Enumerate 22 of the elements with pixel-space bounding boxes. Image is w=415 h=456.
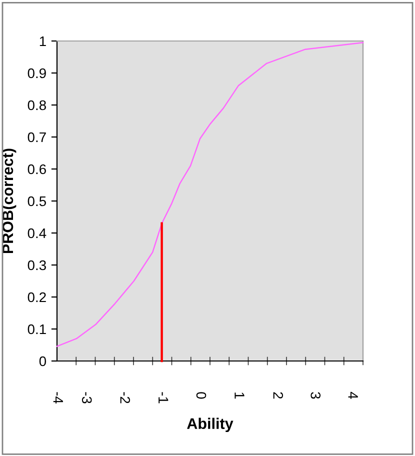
x-tick-label: -1 bbox=[158, 392, 168, 404]
y-axis-title: PROB(correct) bbox=[2, 148, 16, 254]
y-tick-label: 0 bbox=[39, 356, 46, 366]
y-tick-label: 0.4 bbox=[28, 228, 46, 238]
x-tick-label: -4 bbox=[53, 392, 63, 404]
x-axis-title: Ability bbox=[187, 418, 234, 432]
y-tick-label: 0.8 bbox=[28, 100, 46, 110]
y-tick-label: 0.2 bbox=[28, 292, 46, 302]
x-tick-label: 4 bbox=[348, 392, 358, 399]
y-tick-label: 1 bbox=[40, 36, 46, 46]
y-tick-label: 0.6 bbox=[28, 164, 46, 174]
y-tick-label: 0.9 bbox=[28, 68, 46, 78]
x-tick-label: 1 bbox=[234, 392, 244, 399]
x-tick-label: 3 bbox=[310, 392, 321, 399]
y-tick-label: 0.7 bbox=[28, 132, 46, 142]
x-tick-label: 0 bbox=[196, 392, 206, 399]
x-tick-label: -2 bbox=[120, 392, 130, 404]
y-tick-label: 0.5 bbox=[28, 196, 46, 206]
y-tick-label: 0.3 bbox=[28, 260, 46, 270]
y-tick-label: 0.1 bbox=[28, 324, 46, 334]
x-tick-label: 2 bbox=[273, 392, 284, 399]
x-tick-label: -3 bbox=[82, 392, 92, 404]
